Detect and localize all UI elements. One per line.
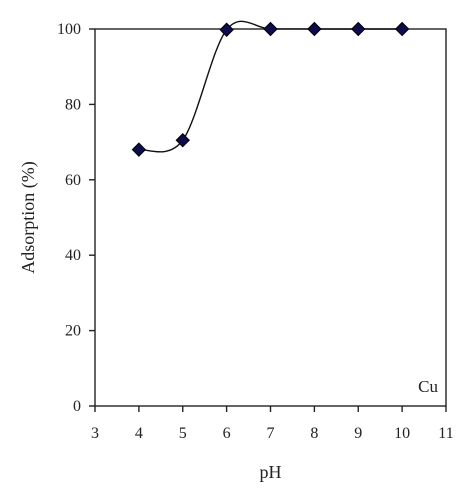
data-point-marker [394, 21, 410, 37]
y-tick-label: 100 [57, 21, 81, 38]
x-tick-label: 7 [267, 425, 275, 442]
y-axis-title: Adsorption (%) [18, 161, 39, 273]
x-axis-title: pH [260, 462, 282, 482]
series-line [138, 20, 403, 153]
series-layer [138, 20, 403, 153]
x-tick-label: 4 [135, 425, 143, 442]
y-tick-label: 60 [65, 172, 81, 189]
data-point-marker [307, 21, 322, 37]
plot-frame [94, 28, 447, 407]
x-tick-label: 9 [354, 425, 362, 442]
data-point-marker [131, 142, 147, 157]
axes [89, 28, 447, 412]
element-annotation: Cu [418, 377, 438, 396]
x-tick-label: 10 [394, 425, 410, 442]
label-layer: 3 4 5 6 7 8 9 10 11 0 20 40 60 80 100 pH Adsorption (%) C… [18, 21, 454, 482]
data-point-marker [351, 21, 366, 37]
y-tick-label: 0 [73, 398, 81, 415]
y-tick-label: 80 [65, 96, 81, 113]
data-point-marker [263, 21, 278, 37]
y-tick-label: 40 [65, 247, 81, 264]
marker-layer [131, 21, 410, 157]
x-tick-label: 6 [223, 425, 231, 442]
x-tick-label: 3 [91, 425, 99, 442]
x-tick-label: 8 [310, 425, 318, 442]
x-tick-label: 11 [438, 425, 453, 442]
y-tick-label: 20 [65, 323, 81, 340]
plot-area [94, 28, 447, 407]
data-point-marker [219, 22, 234, 37]
x-tick-label: 5 [179, 425, 187, 442]
data-point-marker [175, 133, 190, 148]
